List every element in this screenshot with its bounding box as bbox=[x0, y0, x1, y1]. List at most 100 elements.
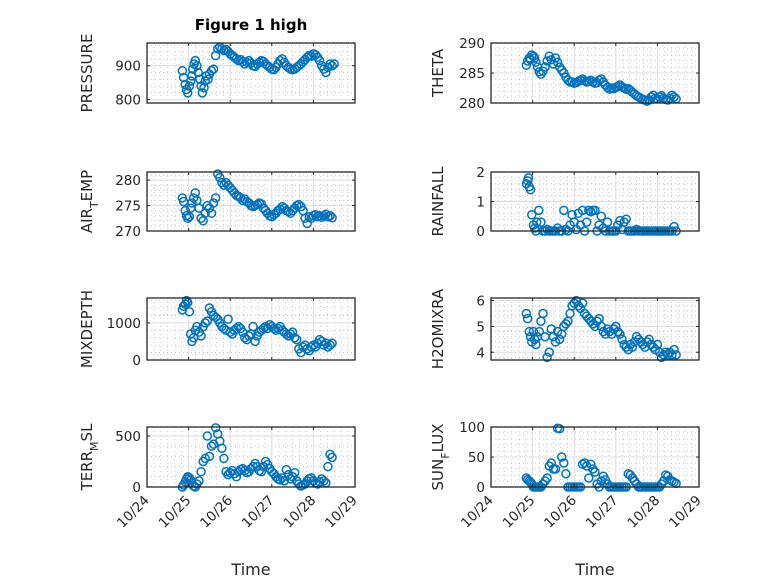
data-point bbox=[554, 334, 565, 345]
data-point bbox=[327, 338, 337, 349]
axes-box bbox=[146, 297, 356, 361]
y-tick-label: 270 bbox=[115, 224, 141, 240]
axes-box bbox=[146, 42, 356, 104]
data-point bbox=[217, 443, 227, 453]
data-point bbox=[529, 53, 540, 63]
y-axis-label: THETA bbox=[429, 48, 447, 98]
data-point bbox=[615, 215, 625, 226]
data-point bbox=[197, 88, 208, 98]
data-point bbox=[531, 57, 541, 67]
data-point bbox=[210, 193, 221, 203]
axes-box bbox=[146, 171, 356, 232]
y-tick-label: 0 bbox=[132, 480, 141, 496]
data-point bbox=[538, 308, 548, 319]
axes-box bbox=[490, 297, 700, 361]
data-point bbox=[561, 319, 571, 329]
data-point bbox=[523, 173, 534, 183]
data-point bbox=[527, 210, 537, 220]
y-tick-label: 4 bbox=[476, 345, 485, 361]
subplot-rainfall: 0 1 2 RAINFALL bbox=[429, 165, 700, 240]
data-point bbox=[534, 326, 545, 337]
x-tick-label: 10/26 bbox=[541, 493, 580, 532]
data-point bbox=[667, 350, 677, 360]
data-point bbox=[556, 452, 567, 462]
data-point bbox=[596, 321, 606, 332]
data-point bbox=[204, 451, 215, 462]
data-point bbox=[187, 198, 197, 208]
y-tick-label: 50 bbox=[468, 450, 485, 466]
data-point bbox=[525, 184, 536, 195]
data-point bbox=[669, 92, 679, 102]
data-point bbox=[327, 213, 337, 223]
data-point bbox=[325, 340, 335, 350]
subplot-terr-msl: 0 500 TERRMSL 10/24 10/25 10/26 10/27 10/28 10/2… bbox=[78, 423, 361, 531]
x-axis-label-left: Time bbox=[230, 560, 270, 579]
data-point bbox=[534, 67, 545, 77]
data-point bbox=[184, 306, 195, 317]
data-point bbox=[527, 50, 537, 60]
y-tick-label: 0 bbox=[476, 480, 485, 496]
data-point bbox=[203, 74, 213, 85]
axes-box bbox=[146, 426, 356, 488]
data-point bbox=[223, 314, 233, 324]
data-point bbox=[196, 331, 206, 341]
y-axis-label: MIXDEPTH bbox=[78, 290, 96, 368]
data-point bbox=[584, 473, 594, 483]
data-point bbox=[540, 62, 550, 72]
data-point bbox=[554, 424, 565, 434]
data-point bbox=[323, 461, 333, 472]
data-point bbox=[586, 459, 596, 469]
data-point bbox=[215, 172, 225, 183]
data-point bbox=[254, 57, 265, 68]
data-point bbox=[559, 458, 569, 468]
data-point bbox=[289, 332, 300, 343]
y-tick-label: 0 bbox=[132, 353, 141, 369]
data-point bbox=[181, 295, 192, 306]
data-point bbox=[536, 217, 546, 227]
data-point bbox=[208, 64, 219, 74]
data-point bbox=[287, 327, 298, 337]
data-point bbox=[194, 476, 204, 486]
data-point bbox=[240, 465, 250, 476]
data-point bbox=[300, 213, 310, 224]
y-tick-label: 5 bbox=[476, 319, 485, 335]
x-tick-label: 10/24 bbox=[114, 493, 153, 532]
data-point bbox=[528, 51, 539, 61]
subplot-mixdepth: 0 1000 MIXDEPTH bbox=[78, 290, 356, 369]
x-tick-label: 10/25 bbox=[156, 493, 195, 532]
data-point bbox=[183, 213, 193, 224]
data-point bbox=[206, 441, 217, 451]
data-point bbox=[275, 475, 285, 485]
data-point bbox=[671, 350, 681, 360]
x-tick-label: 10/24 bbox=[458, 493, 497, 532]
data-point bbox=[532, 217, 542, 227]
data-point bbox=[248, 321, 258, 332]
data-point bbox=[627, 342, 638, 352]
data-point bbox=[319, 476, 329, 486]
data-point bbox=[294, 479, 304, 489]
data-point bbox=[586, 207, 596, 217]
data-point bbox=[200, 318, 210, 328]
x-tick-label: 10/27 bbox=[583, 493, 622, 532]
subplot-air-temp: 270 275 280 AIRTEMP bbox=[78, 169, 356, 240]
data-point bbox=[544, 347, 554, 357]
data-point bbox=[185, 76, 196, 86]
y-axis-label: TERRMSL bbox=[78, 423, 101, 492]
data-point bbox=[550, 464, 561, 474]
data-point bbox=[194, 203, 204, 213]
y-tick-label: 1 bbox=[476, 195, 485, 211]
x-tick-label: 10/28 bbox=[624, 493, 663, 532]
data-point bbox=[561, 469, 571, 479]
x-tick-label: 10/29 bbox=[322, 493, 361, 532]
data-point bbox=[596, 211, 606, 221]
data-point bbox=[256, 466, 267, 477]
data-point bbox=[617, 334, 627, 345]
y-axis-label: PRESSURE bbox=[78, 34, 96, 113]
data-point bbox=[196, 466, 206, 477]
data-point bbox=[581, 217, 592, 227]
data-point bbox=[644, 334, 654, 345]
data-point bbox=[192, 60, 202, 71]
data-point bbox=[184, 212, 195, 222]
y-tick-label: 100 bbox=[459, 420, 485, 436]
data-point bbox=[325, 59, 335, 69]
